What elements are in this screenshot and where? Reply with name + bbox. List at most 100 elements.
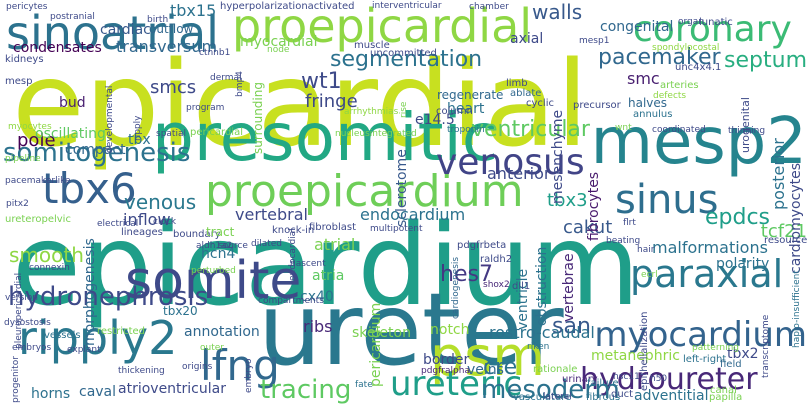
word-surrounding: surrounding bbox=[251, 82, 265, 155]
word-uncommitted: uncommitted bbox=[370, 48, 437, 59]
word-bud: bud bbox=[59, 95, 86, 111]
word-proepicardial: proepicardial bbox=[232, 0, 533, 53]
word-arrhythmias: arrhythmias bbox=[344, 107, 399, 117]
word-tbx20: tbx20 bbox=[163, 304, 198, 318]
word-defects: defects bbox=[653, 91, 687, 101]
word-pdgfrbeta: pdgfrbeta bbox=[457, 240, 507, 251]
word-epdcs: epdcs bbox=[705, 205, 771, 230]
word-mesp: mesp bbox=[5, 76, 33, 87]
word-column: column bbox=[436, 106, 473, 117]
word-developmental: developmental bbox=[105, 85, 115, 154]
word-tracing: tracing bbox=[260, 375, 352, 404]
word-failure: failure bbox=[587, 378, 619, 389]
word-malformations: malformations bbox=[652, 238, 768, 257]
word-arteries: arteries bbox=[660, 80, 699, 91]
word-psm: psm bbox=[430, 325, 546, 388]
word-vertebral: vertebral bbox=[235, 205, 308, 224]
word-birth: birth bbox=[147, 15, 169, 25]
word-node: node bbox=[267, 45, 290, 55]
word-aldh1a2: aldh1a2 bbox=[196, 241, 233, 251]
word-myocardium: myocardium bbox=[594, 315, 807, 355]
word-progenitor: progenitor bbox=[11, 356, 21, 403]
word-origins: origins bbox=[182, 362, 213, 372]
word-haplo-insufficient: haplo-insufficient bbox=[792, 270, 802, 349]
word-cakut: cakut bbox=[563, 217, 613, 238]
word-kidneys: kidneys bbox=[5, 54, 44, 65]
word-venous: venous bbox=[124, 190, 197, 214]
word-clock: clock bbox=[153, 217, 177, 227]
word-heart: heart bbox=[447, 101, 485, 117]
word-congenital: congenital bbox=[600, 19, 674, 35]
word-electrical: electrical bbox=[97, 219, 139, 229]
word-mesp2: mesp2 bbox=[590, 105, 807, 179]
word-oscillating: oscillating bbox=[35, 126, 106, 142]
word-connexin: connexin bbox=[29, 263, 70, 273]
word-version: version bbox=[5, 293, 38, 303]
word-axial: axial bbox=[510, 31, 544, 47]
word-multipotent: multipotent bbox=[370, 224, 423, 234]
word-somite: somite bbox=[125, 251, 302, 311]
word-embryos: embryos bbox=[12, 343, 52, 353]
word-ribs: ribs bbox=[303, 317, 333, 336]
word-boundary: boundary bbox=[173, 229, 221, 240]
word-explant: explant bbox=[67, 345, 101, 355]
word-compact: compact bbox=[65, 142, 126, 158]
word-atrioventricular: atrioventricular bbox=[118, 381, 226, 397]
word-beating: beating bbox=[606, 236, 641, 246]
word-e14-5: e14.5 bbox=[415, 112, 455, 128]
word-lunatic: lunatic bbox=[699, 17, 733, 28]
word-veins: veins bbox=[467, 362, 504, 378]
word-cardiomyocytes: cardiomyocytes bbox=[788, 162, 804, 274]
word-lateral: lateral bbox=[543, 392, 572, 402]
word-cyclic: cyclic bbox=[526, 98, 554, 109]
word-tcf21: tcf21 bbox=[760, 221, 807, 242]
word-caval: caval bbox=[79, 384, 117, 400]
word-tbx3: tbx3 bbox=[547, 190, 588, 211]
word-rostro-caudal: rostro-caudal bbox=[489, 323, 595, 342]
word-polarity: polarity bbox=[716, 256, 770, 272]
word-nsc11: nsc11 bbox=[613, 372, 640, 382]
word-troponin: troponin bbox=[447, 125, 485, 135]
word-field: field bbox=[720, 359, 742, 370]
word-morphogenesis: morphogenesis bbox=[82, 238, 98, 347]
word-tbx2: tbx2 bbox=[727, 346, 759, 362]
word-hair: hair bbox=[637, 245, 655, 255]
word-program: program bbox=[186, 103, 225, 113]
word-interventricular: interventricular bbox=[372, 1, 442, 11]
word-flrt: flrt bbox=[623, 218, 636, 228]
word-unc4x4-1: unc4x4.1 bbox=[675, 62, 722, 73]
word-tract: tract bbox=[206, 225, 235, 239]
word-ureter: ureter bbox=[258, 271, 564, 388]
word-regenerate: regenerate bbox=[437, 88, 504, 102]
word-restricted: restricted bbox=[97, 326, 145, 337]
word-nucleusintegrated: nucleusintegrated bbox=[335, 129, 417, 139]
word-border: border bbox=[423, 352, 470, 368]
word-mesp1: mesp1 bbox=[579, 36, 610, 46]
word-fibrocytes: fibrocytes bbox=[586, 171, 602, 241]
word-canal: canal bbox=[710, 385, 737, 396]
word-inflow: inflow bbox=[123, 210, 171, 229]
word-smcs: smcs bbox=[150, 77, 197, 98]
word-pericardium: pericardium bbox=[368, 303, 384, 388]
word-horns: horns bbox=[31, 386, 71, 402]
word-septum: septum bbox=[724, 48, 807, 73]
word-coordinated: coordinated bbox=[652, 125, 706, 135]
word-walls: walls bbox=[532, 0, 583, 24]
word-metanephric: metanephric bbox=[591, 348, 680, 364]
word-lfng: lfng bbox=[200, 341, 280, 390]
word-mesenchyme: mesenchyme bbox=[550, 109, 566, 204]
word-spondylocostal: spondylocostal bbox=[652, 43, 720, 53]
word-bmp4: bmp4 bbox=[235, 70, 245, 97]
word-vasculature: vasculature bbox=[513, 392, 572, 403]
word-perturbed: perturbed bbox=[191, 266, 236, 276]
word-cx40: cx40 bbox=[300, 289, 334, 305]
word-pacemaker: pacemaker bbox=[598, 45, 721, 70]
word-fibroblast: fibroblast bbox=[309, 222, 357, 233]
word-outer: outer bbox=[200, 343, 224, 353]
word-paraxial: paraxial bbox=[630, 252, 784, 296]
word-proepicardium: proepicardium bbox=[205, 166, 524, 217]
word-compartments: compartments bbox=[258, 296, 324, 306]
word-atrial: atrial bbox=[314, 235, 356, 254]
word-vertebrae: vertebrae bbox=[561, 253, 577, 322]
word-raldh2: raldh2 bbox=[480, 254, 513, 265]
